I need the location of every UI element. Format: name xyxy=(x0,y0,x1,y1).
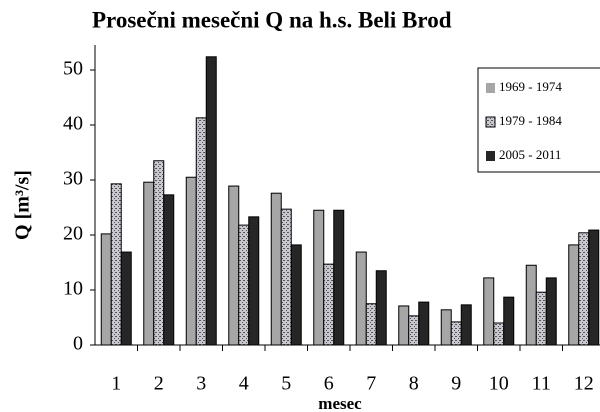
x-tick-label: 9 xyxy=(451,373,461,395)
legend-label: 1979 - 1984 xyxy=(499,113,562,128)
legend-swatch xyxy=(486,83,495,93)
bar xyxy=(440,309,452,346)
y-tick-label: 50 xyxy=(63,58,83,80)
bar xyxy=(313,209,325,346)
bar xyxy=(110,183,122,346)
bar xyxy=(238,224,250,346)
y-tick-label: 40 xyxy=(63,113,83,135)
legend-swatch xyxy=(485,116,496,128)
bar xyxy=(228,185,240,346)
y-tick-label: 30 xyxy=(63,168,83,190)
bar xyxy=(418,301,430,346)
bar xyxy=(355,251,367,346)
bar xyxy=(398,305,410,346)
bar xyxy=(408,315,420,346)
bar xyxy=(100,233,112,346)
bar xyxy=(290,244,302,346)
legend-label: 1969 - 1974 xyxy=(499,79,562,94)
bar xyxy=(365,303,377,346)
bar xyxy=(270,192,282,346)
bar xyxy=(248,216,260,346)
bar xyxy=(578,232,590,346)
bar xyxy=(195,117,207,346)
y-tick-label: 0 xyxy=(73,333,83,355)
bar xyxy=(483,277,495,346)
x-tick-label: 8 xyxy=(409,373,419,395)
bar xyxy=(568,244,580,346)
x-tick-label: 4 xyxy=(239,373,249,395)
bar xyxy=(588,229,600,346)
x-axis-label: mesec xyxy=(318,394,362,412)
bar xyxy=(545,277,557,346)
y-tick-label: 20 xyxy=(63,223,83,245)
bar xyxy=(143,181,155,346)
legend-swatch xyxy=(486,151,495,161)
bar xyxy=(375,270,387,346)
bar xyxy=(280,208,292,346)
x-tick-label: 6 xyxy=(324,373,334,395)
legend-label: 2005 - 2011 xyxy=(499,147,561,162)
x-tick-label: 10 xyxy=(489,373,509,395)
bar xyxy=(450,321,462,346)
bar xyxy=(153,160,165,346)
x-tick-label: 12 xyxy=(574,373,594,395)
bar xyxy=(503,296,515,346)
x-tick-label: 2 xyxy=(154,373,164,395)
x-tick-label: 7 xyxy=(366,373,376,395)
y-tick-label: 10 xyxy=(63,278,83,300)
y-axis-label: Q [m³/s] xyxy=(12,170,34,240)
bar xyxy=(185,176,197,346)
legend-box xyxy=(477,67,600,173)
bar xyxy=(333,209,345,346)
bar xyxy=(535,291,547,346)
bar xyxy=(205,56,217,346)
x-tick-label: 1 xyxy=(111,373,121,395)
x-tick-label: 11 xyxy=(532,373,551,395)
bar xyxy=(493,322,505,346)
bar xyxy=(323,263,335,346)
bar xyxy=(525,264,537,346)
bar xyxy=(163,194,175,346)
bar xyxy=(460,304,472,346)
x-tick-label: 3 xyxy=(196,373,206,395)
x-tick-label: 5 xyxy=(281,373,291,395)
bar xyxy=(120,251,132,346)
chart-title: Prosečni mesečni Q na h.s. Beli Brod xyxy=(92,7,452,32)
